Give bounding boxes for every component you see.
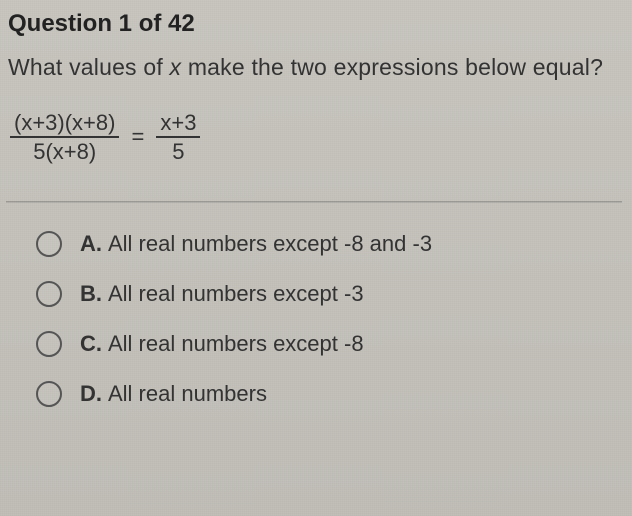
fraction-right-denominator: 5	[168, 140, 188, 163]
prompt-pre: What values of	[8, 54, 170, 80]
fraction-left-denominator: 5(x+8)	[29, 140, 100, 163]
radio-b[interactable]	[36, 281, 62, 307]
fraction-right-bar	[156, 136, 200, 138]
fraction-left: (x+3)(x+8) 5(x+8)	[10, 111, 119, 163]
option-a-label: All real numbers except -8 and -3	[108, 231, 432, 256]
question-header: Question 1 of 42	[8, 10, 622, 38]
fraction-right: x+3 5	[156, 111, 200, 163]
option-b[interactable]: B.All real numbers except -3	[36, 281, 622, 307]
option-a-text: A.All real numbers except -8 and -3	[80, 231, 432, 257]
option-d-label: All real numbers	[108, 381, 267, 406]
option-c-letter: C.	[80, 331, 102, 356]
question-container: Question 1 of 42 What values of x make t…	[0, 0, 632, 407]
option-d-text: D.All real numbers	[80, 381, 267, 407]
option-b-letter: B.	[80, 281, 102, 306]
option-a-letter: A.	[80, 231, 102, 256]
radio-a[interactable]	[36, 231, 62, 257]
answer-options: A.All real numbers except -8 and -3 B.Al…	[6, 231, 622, 407]
fraction-left-bar	[10, 136, 119, 138]
option-c-text: C.All real numbers except -8	[80, 331, 364, 357]
radio-c[interactable]	[36, 331, 62, 357]
fraction-left-numerator: (x+3)(x+8)	[10, 111, 119, 134]
option-d-letter: D.	[80, 381, 102, 406]
option-d[interactable]: D.All real numbers	[36, 381, 622, 407]
option-a[interactable]: A.All real numbers except -8 and -3	[36, 231, 622, 257]
fraction-right-numerator: x+3	[156, 111, 200, 134]
equation: (x+3)(x+8) 5(x+8) = x+3 5	[10, 111, 622, 163]
prompt-variable: x	[170, 54, 182, 80]
prompt-post: make the two expressions below equal?	[181, 54, 603, 80]
question-prompt: What values of x make the two expression…	[8, 54, 622, 81]
radio-d[interactable]	[36, 381, 62, 407]
equals-sign: =	[129, 124, 146, 150]
section-divider	[6, 201, 622, 203]
option-b-text: B.All real numbers except -3	[80, 281, 364, 307]
option-b-label: All real numbers except -3	[108, 281, 364, 306]
option-c[interactable]: C.All real numbers except -8	[36, 331, 622, 357]
option-c-label: All real numbers except -8	[108, 331, 364, 356]
